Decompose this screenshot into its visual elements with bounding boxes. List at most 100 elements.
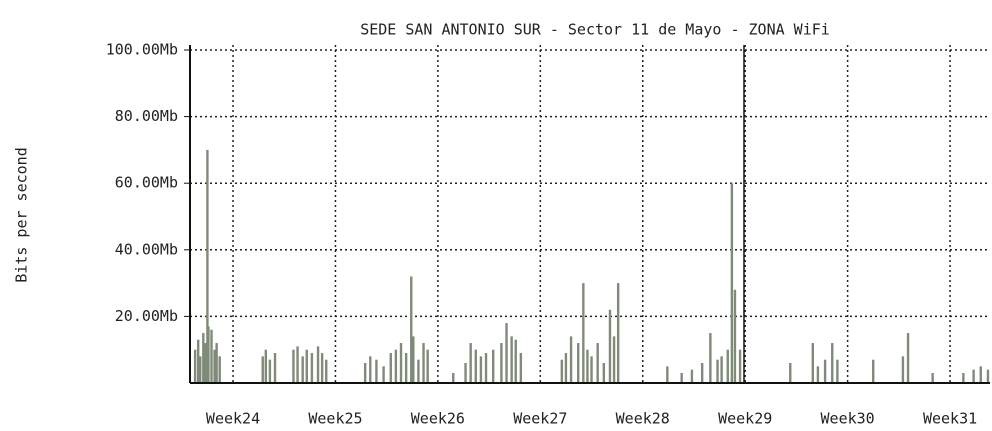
bar [310,353,314,383]
bar [608,309,612,383]
bar [510,336,513,383]
bar [811,343,814,383]
bar [264,349,268,383]
bar [986,369,990,383]
y-tick-label: 40.00Mb [115,240,178,258]
bar [199,356,202,383]
bar [738,349,742,383]
bar [505,323,508,383]
bar [316,346,320,383]
bar [404,353,408,383]
bar [394,349,398,383]
bar [492,349,495,383]
bar [931,373,934,383]
bar [972,369,975,383]
x-tick-label: Week28 [616,410,670,428]
bar [616,283,620,383]
bar [363,363,367,383]
bar [720,356,723,383]
bar [369,356,372,383]
bar [816,366,820,383]
bar [206,149,209,383]
bar [564,353,568,383]
bar [204,343,207,383]
x-tick-label: Week31 [923,410,977,428]
bar [196,339,200,383]
bar [422,343,425,383]
bar [261,356,264,383]
bar [730,183,734,383]
bar [296,346,299,383]
bar [901,356,905,383]
bar [292,349,295,383]
bar [207,326,210,383]
bar [596,343,599,383]
bar [218,356,221,383]
y-tick-label: 20.00Mb [115,307,178,325]
x-tick-label: Week30 [821,410,875,428]
y-tick-label: 80.00Mb [115,107,178,125]
bar [519,353,523,383]
bar [514,339,517,383]
bar [666,366,669,383]
bar [962,373,965,383]
bar [213,349,216,383]
bar [612,336,616,383]
bar [193,349,197,383]
bar [602,363,606,383]
bar [979,366,982,383]
bar [412,336,415,383]
bar [789,363,792,383]
bar [479,356,483,383]
bar [268,359,272,383]
bar [582,283,585,383]
bar [733,289,737,383]
bar [210,329,213,383]
bar [273,353,277,383]
bar [417,359,420,383]
x-tick-label: Week26 [411,410,465,428]
bar [399,343,403,383]
bar [569,336,573,383]
bar [474,349,477,383]
bar [452,373,455,383]
bar [586,349,589,383]
bar [305,349,308,383]
bar [484,353,488,383]
x-tick-label: Week29 [718,410,772,428]
bar [836,359,839,383]
bar [426,349,429,383]
bar [464,363,467,383]
bar [690,369,694,383]
bar [590,356,593,383]
bar [700,363,704,383]
bar [382,366,385,383]
bar [320,353,324,383]
bar [726,349,729,383]
bar [680,373,683,383]
bar [325,359,328,383]
x-tick-label: Week25 [308,410,362,428]
bar [560,359,564,383]
bar [872,359,875,383]
x-tick-label: Week24 [206,410,260,428]
bar [202,333,205,383]
y-tick-label: 100.00Mb [106,41,178,59]
bar [577,343,580,383]
bar [823,359,827,383]
bar [215,343,218,383]
bar [500,343,503,383]
y-tick-label: 60.00Mb [115,174,178,192]
bar [831,343,834,383]
chart-title: SEDE SAN ANTONIO SUR - Sector 11 de Mayo… [360,21,830,39]
bar [906,333,910,383]
bar [389,353,392,383]
bar [410,276,413,383]
bar [716,359,719,383]
y-axis-label: Bits per second [13,147,31,282]
x-tick-label: Week27 [513,410,567,428]
bar [375,359,378,383]
bar [469,343,472,383]
bar [709,333,712,383]
